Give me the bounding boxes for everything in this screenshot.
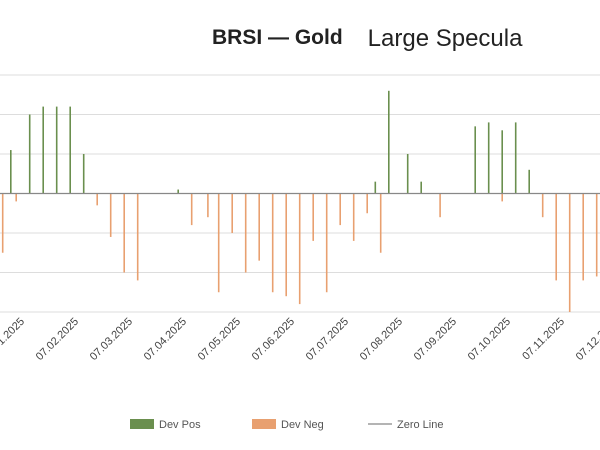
x-tick-label: 07.12.2025 [574,316,600,363]
x-tick-label: 07.09.2025 [412,316,459,363]
legend-label-dev-neg: Dev Neg [281,419,324,431]
x-tick-label: 07.02.2025 [34,316,81,363]
x-tick-label: 07.07.2025 [304,316,351,363]
x-tick-label: 07.05.2025 [196,316,243,363]
x-tick-label: 07.08.2025 [358,316,405,363]
x-tick-label: 07.10.2025 [466,316,513,363]
x-tick-label: 07.03.2025 [88,316,135,363]
legend-swatch-dev-neg [252,419,276,429]
chart-title: BRSI — Gold [212,26,343,49]
x-tick-labels: 07.01.2025 07.02.2025 07.03.2025 07.04.2025… [0,316,600,363]
x-tick-label: 07.01.2025 [0,316,27,363]
x-tick-label: 07.04.2025 [142,316,189,363]
legend-label-zero-line: Zero Line [397,419,443,431]
chart-subtitle: Large Specula [368,25,523,52]
bars [1,90,598,312]
legend-swatch-dev-pos [130,419,154,429]
x-tick-label: 07.11.2025 [520,316,567,363]
x-tick-label: 07.06.2025 [250,316,297,363]
legend: Dev Pos Dev Neg Zero Line [130,419,443,431]
legend-label-dev-pos: Dev Pos [159,419,201,431]
